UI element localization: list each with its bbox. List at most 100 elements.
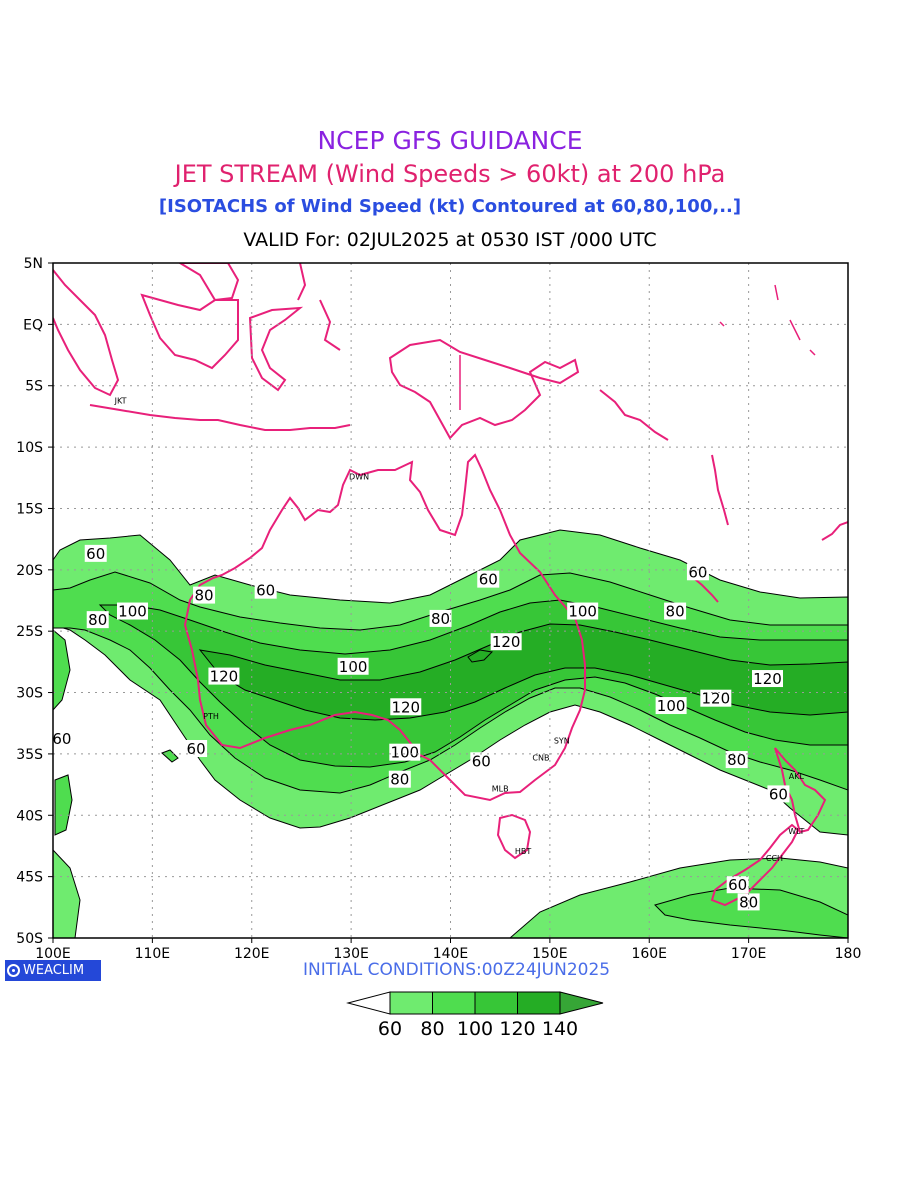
coastline-new-guinea [388,338,580,440]
contour-label-text: 80 [431,610,450,628]
contour-label-text: 60 [479,571,498,589]
coastline-tasmania [496,813,532,860]
valid-time: VALID For: 02JUL2025 at 0530 IST /000 UT… [243,229,657,251]
lon-tick-label: 120E [234,946,270,962]
contour-label-bg [388,770,411,788]
contour-label: 120 [752,670,784,688]
contour-label-text: 60 [256,582,275,600]
lon-tick-label: 140E [433,946,469,962]
contour-label-text: 60 [187,740,206,758]
coastline-borneo-south [140,293,239,370]
lat-tick-label: 35S [16,747,43,763]
contour-label-bg [726,876,749,894]
contour-label: 120 [390,698,422,716]
contour-label-text: 120 [492,633,521,651]
contour-label-text: 100 [568,603,597,621]
contour-label-bg [700,689,732,707]
contour-label: 80 [725,751,748,769]
contour-label-bg [767,785,790,803]
contour-label-text: 80 [88,611,107,629]
contour-label-text: 80 [195,587,214,605]
city-label: CNB [532,754,549,763]
weaclim-logo: WEACLIM [5,960,101,981]
isotach-fill-patch-small [161,749,179,763]
contour-label-text: 60 [769,785,788,803]
coastline-vanuatu [711,454,729,526]
coastline-nz-south [710,823,800,907]
contour-label: 100 [117,602,148,621]
contour-label-bg [254,581,277,599]
coastline-fiji [821,521,848,541]
contour-label: 80 [388,770,411,789]
legend-label: 120 [499,1018,535,1040]
coastline-islands-ne [774,284,816,356]
city-label: JKT [114,396,127,405]
legend-label: 60 [378,1018,402,1040]
legend-arrow-low [346,991,391,1015]
lon-tick-label: 170E [731,946,767,962]
lat-tick-label: 5S [25,379,43,395]
contour-label-bg [655,697,687,715]
graticule [53,263,848,938]
color-legend: 60 80 100 120 140 [346,991,604,1040]
contour-label: 60 [767,785,790,803]
contour-label-text: 80 [666,603,685,621]
contour-label-bg [84,544,107,562]
contour-label-text: 100 [339,658,368,676]
axis-labels: 100E 110E 120E 130E 140E 150E 160E 170E 180 5N EQ 5… [16,256,861,962]
contour-label: 80 [193,586,216,605]
contour-label-bg [567,602,599,620]
contour-label: 60 [470,752,493,770]
contour-label: 60 [84,544,107,563]
contour-label-bg [389,743,421,761]
contour-label: 100 [337,657,369,676]
contour-label-bg [470,752,493,770]
contour-label: 80 [664,602,687,621]
coastline-sumatra [53,269,120,397]
coastline-solomons [599,389,669,441]
contour-label-text: 80 [390,771,409,789]
contour-label-bg [337,657,369,675]
legend-cell [389,991,433,1015]
contour-label-text: 120 [210,668,239,686]
lon-tick-label: 160E [631,946,667,962]
logo-icon [7,964,20,977]
contour-label: 100 [389,743,421,762]
lon-tick-label: 110E [135,946,171,962]
lat-tick-label: 5N [24,256,43,272]
contour-label-bg [208,667,240,685]
lat-tick-label: 40S [16,808,43,824]
city-label: MLB [492,784,509,793]
legend-label: 100 [457,1018,493,1040]
city-label: CCH [766,854,783,863]
lat-tick-label: 50S [16,931,43,947]
contour-label-bg [390,698,422,716]
contour-label: 60 [185,740,208,758]
isotach-fill-patch-sw [53,849,81,938]
contour-label-bg [193,586,216,604]
contour-label-text: 120 [702,690,731,708]
coastline-lord-howe [719,321,725,327]
contour-label-text: 100 [390,744,419,762]
legend-label: 80 [420,1018,444,1040]
contour-label: 80 [86,611,109,629]
map-description: [ISOTACHS of Wind Speed (kt) Contoured a… [158,196,742,217]
contour-label-bg [686,563,709,581]
contour-label-bg [429,609,452,627]
lat-tick-label: 15S [16,501,43,517]
coastline-sulawesi [248,306,304,392]
contour-label-bg [86,611,109,629]
lat-tick-label: EQ [23,317,43,333]
city-label: DWN [349,473,369,482]
contour-label-bg [490,633,522,651]
lat-tick-label: 10S [16,440,43,456]
contour-label-text: 60 [86,545,105,563]
legend-arrow-high [559,991,604,1015]
contour-label: 100 [655,697,687,715]
contour-label-bg [185,740,208,757]
contour-label-text: 60 [688,563,707,581]
isotach-fill-patch-ne [467,649,494,663]
contour-label-text: 80 [727,751,746,769]
contour-label-text: 60 [728,876,747,894]
contour-label: 120 [208,667,240,686]
